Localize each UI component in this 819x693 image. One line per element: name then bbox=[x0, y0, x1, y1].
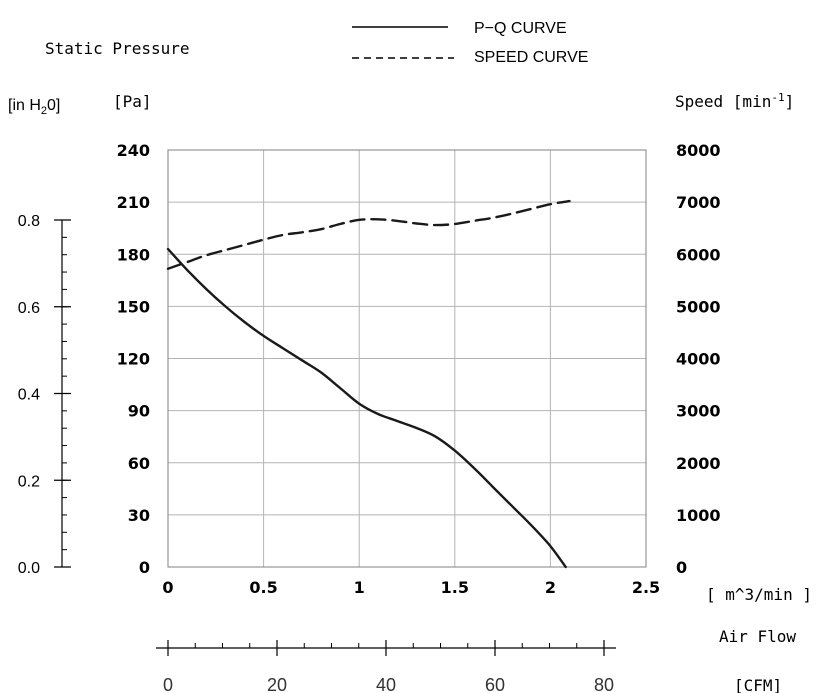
speed-tick-label: 6000 bbox=[676, 245, 721, 264]
legend-speed-label: SPEED CURVE bbox=[474, 49, 588, 66]
inh2o-unit-label: [in H20] bbox=[8, 97, 60, 117]
x-tick-label: 1.5 bbox=[441, 578, 469, 597]
cfm-unit-label: [CFM] bbox=[734, 676, 782, 693]
pa-tick-label: 30 bbox=[128, 506, 150, 525]
inh2o-tick-label: 0.2 bbox=[18, 473, 40, 490]
plot-frame bbox=[167, 149, 647, 568]
pa-tick-label: 0 bbox=[139, 558, 150, 577]
x-tick-label: 2.5 bbox=[632, 578, 660, 597]
grid bbox=[168, 150, 646, 567]
speed-tick-label: 2000 bbox=[676, 454, 721, 473]
pq-curve-line bbox=[166, 247, 567, 569]
speed-tick-label: 1000 bbox=[676, 506, 721, 525]
inh2o-tick-label: 0.4 bbox=[18, 387, 40, 404]
m3min-unit-label: [ m^3/min ] bbox=[706, 585, 812, 604]
pa-unit-label: [Pa] bbox=[113, 92, 152, 111]
cfm-tick-label: 0 bbox=[163, 675, 173, 693]
x-tick-label: 0.5 bbox=[249, 578, 277, 597]
pa-tick-label: 90 bbox=[128, 402, 150, 421]
inh2o-tick-label: 0.0 bbox=[18, 560, 40, 577]
pa-tick-label: 240 bbox=[117, 141, 150, 160]
cfm-axis: 0 20 40 60 80 bbox=[156, 640, 616, 693]
cfm-tick-label: 80 bbox=[594, 675, 614, 693]
speed-tick-label: 7000 bbox=[676, 193, 721, 212]
pa-tick-label: 150 bbox=[117, 297, 150, 316]
cfm-tick-label: 20 bbox=[267, 675, 287, 693]
speed-tick-label: 0 bbox=[676, 558, 687, 577]
x-tick-label: 2 bbox=[545, 578, 556, 597]
cfm-tick-label: 60 bbox=[485, 675, 505, 693]
series bbox=[166, 199, 571, 569]
inh2o-tick-label: 0.6 bbox=[18, 300, 40, 317]
pa-tick-label: 210 bbox=[117, 193, 150, 212]
speed-tick-label: 5000 bbox=[676, 297, 721, 316]
pa-tick-label: 180 bbox=[117, 245, 150, 264]
legend-pq-label: P−Q CURVE bbox=[474, 20, 567, 37]
tick-labels: 0 0.5 1 1.5 2 2.5 0 30 60 90 120 150 180 210 240 0 1000 2… bbox=[117, 141, 721, 597]
x-tick-label: 0 bbox=[162, 578, 173, 597]
speed-tick-label: 4000 bbox=[676, 350, 721, 369]
static-pressure-title: Static Pressure bbox=[45, 39, 190, 58]
speed-curve-line bbox=[166, 199, 571, 270]
legend: P−Q CURVE SPEED CURVE bbox=[352, 20, 588, 66]
pa-tick-label: 120 bbox=[117, 350, 150, 369]
cfm-tick-label: 40 bbox=[376, 675, 396, 693]
inh2o-axis: 0.0 0.2 0.4 0.6 0.8 bbox=[18, 213, 71, 577]
inh2o-tick-label: 0.8 bbox=[18, 213, 40, 230]
pa-tick-label: 60 bbox=[128, 454, 150, 473]
speed-tick-label: 3000 bbox=[676, 402, 721, 421]
speed-tick-label: 8000 bbox=[676, 141, 721, 160]
x-tick-label: 1 bbox=[354, 578, 365, 597]
speed-unit-label: Speed [min-1] bbox=[675, 91, 794, 111]
air-flow-title: Air Flow bbox=[719, 627, 796, 646]
